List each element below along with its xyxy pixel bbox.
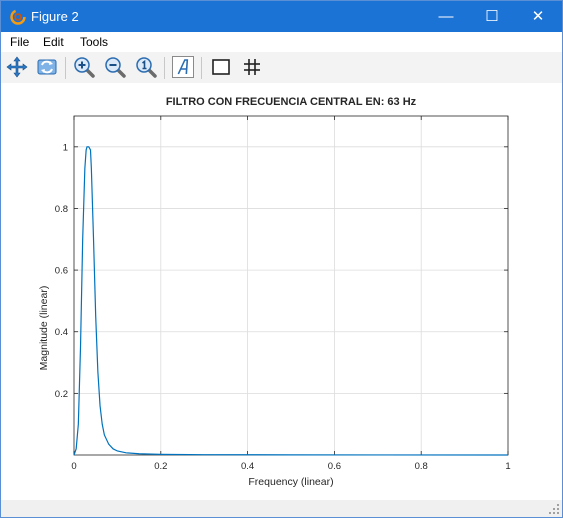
toolbar-separator [65, 57, 66, 79]
close-button[interactable]: ✕ [531, 8, 545, 25]
toolbar [1, 52, 562, 84]
axes-box [73, 115, 509, 456]
x-tick-label: 0.8 [415, 461, 428, 472]
minimize-button[interactable]: — [438, 8, 454, 25]
zoom-reset-icon[interactable] [134, 55, 158, 79]
toolbar-separator [164, 57, 165, 79]
rotate-icon[interactable] [35, 55, 59, 79]
figure-canvas: FILTRO CON FRECUENCIA CENTRAL EN: 63 Hz … [1, 83, 562, 500]
menu-edit[interactable]: Edit [43, 35, 64, 49]
insert-text-icon[interactable] [171, 55, 195, 79]
toolbar-separator [201, 57, 202, 79]
x-tick-label: 0.6 [328, 461, 341, 472]
x-tick-label: 0 [71, 461, 76, 472]
zoom-out-icon[interactable] [103, 55, 127, 79]
series-line [73, 146, 509, 456]
y-tick-label: 0.6 [55, 266, 68, 277]
zoom-in-icon[interactable] [72, 55, 96, 79]
grid-lines [74, 116, 508, 455]
y-tick-label: 0.8 [55, 204, 68, 215]
pan-icon[interactable] [5, 55, 29, 79]
menu-tools[interactable]: Tools [80, 35, 109, 49]
y-tick-label: 1 [63, 142, 68, 153]
x-tick-label: 0.4 [241, 461, 254, 472]
x-tick-label: 1 [505, 461, 510, 472]
y-tick-label: 0.2 [55, 389, 68, 400]
x-tick-label: 0.2 [154, 461, 167, 472]
x-axis-label: Frequency (linear) [248, 476, 333, 488]
magnitude-chart[interactable]: FILTRO CON FRECUENCIA CENTRAL EN: 63 Hz … [1, 83, 562, 500]
menu-bar: File Edit Tools [1, 32, 562, 52]
maximize-button[interactable]: ☐ [485, 8, 499, 25]
box-icon[interactable] [209, 55, 233, 79]
menu-file[interactable]: File [10, 35, 30, 49]
chart-title: FILTRO CON FRECUENCIA CENTRAL EN: 63 Hz [166, 96, 417, 108]
status-bar [1, 500, 562, 517]
matlab-figure-icon [10, 9, 26, 25]
grid-icon[interactable] [240, 55, 264, 79]
axis-ticks: 0 0.2 0.4 0.6 0.8 1 0.2 0.4 0.6 0.8 1 [55, 116, 511, 472]
window-title: Figure 2 [31, 9, 79, 24]
resize-grip-icon[interactable] [548, 503, 560, 515]
y-axis-label: Magnitude (linear) [38, 286, 50, 371]
title-bar[interactable]: Figure 2 — ☐ ✕ [1, 1, 562, 32]
y-tick-label: 0.4 [55, 327, 68, 338]
